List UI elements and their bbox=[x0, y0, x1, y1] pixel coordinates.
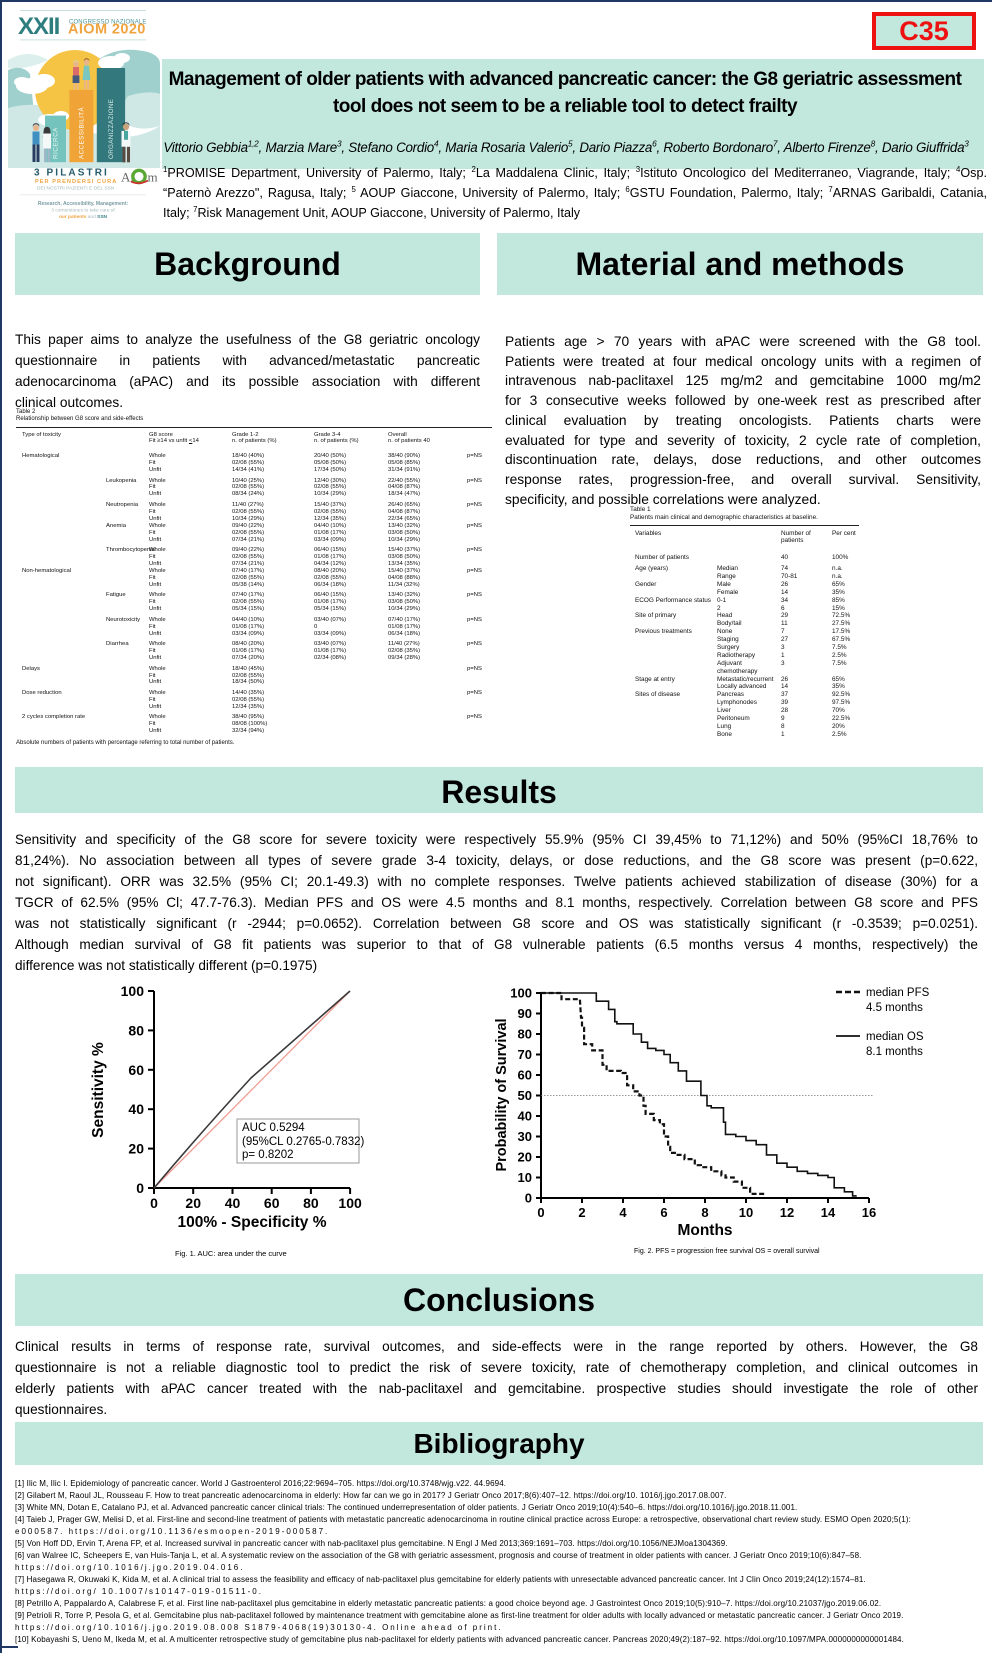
svg-text:3 PILASTRI: 3 PILASTRI bbox=[34, 168, 109, 179]
svg-text:m: m bbox=[148, 170, 158, 185]
svg-text:100: 100 bbox=[338, 1195, 362, 1211]
svg-text:80: 80 bbox=[128, 1022, 144, 1038]
svg-text:0: 0 bbox=[150, 1195, 158, 1211]
svg-text:CONGRESSO NAZIONALE: CONGRESSO NAZIONALE bbox=[69, 20, 147, 26]
svg-text:60: 60 bbox=[518, 1068, 532, 1083]
svg-text:our patients and SSN: our patients and SSN bbox=[59, 214, 108, 220]
svg-text:100: 100 bbox=[510, 986, 532, 1001]
svg-text:0: 0 bbox=[525, 1191, 532, 1206]
svg-text:AUC 0.5294: AUC 0.5294 bbox=[242, 1122, 305, 1134]
svg-text:70: 70 bbox=[518, 1047, 532, 1062]
svg-text:100% - Specificity %: 100% - Specificity % bbox=[177, 1214, 326, 1231]
svg-text:3 cornerstones to take care of: 3 cornerstones to take care of bbox=[51, 208, 115, 214]
svg-text:p= 0.8202: p= 0.8202 bbox=[242, 1149, 293, 1161]
svg-text:14: 14 bbox=[821, 1205, 836, 1220]
svg-text:20: 20 bbox=[128, 1141, 144, 1157]
svg-text:12: 12 bbox=[780, 1205, 794, 1220]
svg-text:2: 2 bbox=[578, 1205, 585, 1220]
svg-text:Probability of Survival: Probability of Survival bbox=[494, 1018, 510, 1171]
svg-text:6: 6 bbox=[660, 1205, 667, 1220]
svg-text:50: 50 bbox=[518, 1088, 532, 1103]
svg-text:Fig. 1. AUC: area under the cu: Fig. 1. AUC: area under the curve bbox=[175, 1249, 287, 1258]
svg-text:60: 60 bbox=[264, 1195, 280, 1211]
svg-text:60: 60 bbox=[128, 1062, 144, 1078]
svg-text:Research, Accessibility, Manag: Research, Accessibility, Management: bbox=[38, 201, 129, 207]
svg-text:10: 10 bbox=[739, 1205, 753, 1220]
svg-text:40: 40 bbox=[225, 1195, 241, 1211]
svg-text:(95%CL 0.2765-0.7832): (95%CL 0.2765-0.7832) bbox=[242, 1136, 364, 1148]
svg-text:30: 30 bbox=[518, 1129, 532, 1144]
svg-text:PER PRENDERSI CURA: PER PRENDERSI CURA bbox=[35, 179, 117, 185]
svg-text:median OS: median OS bbox=[866, 1031, 924, 1043]
svg-text:Fig. 2. PFS = progression fr: Fig. 2. PFS = progression free survival … bbox=[634, 1248, 820, 1255]
svg-text:XXII: XXII bbox=[18, 13, 60, 40]
svg-text:Ai: Ai bbox=[121, 170, 134, 185]
svg-text:40: 40 bbox=[128, 1101, 144, 1117]
svg-text:4: 4 bbox=[619, 1205, 627, 1220]
svg-text:RICERCA: RICERCA bbox=[53, 127, 60, 159]
svg-text:10: 10 bbox=[518, 1170, 532, 1185]
svg-text:20: 20 bbox=[185, 1195, 201, 1211]
svg-text:8.1 months: 8.1 months bbox=[866, 1046, 923, 1058]
svg-text:Sensitivity %: Sensitivity % bbox=[90, 1042, 107, 1138]
svg-text:80: 80 bbox=[518, 1027, 532, 1042]
svg-text:90: 90 bbox=[518, 1006, 532, 1021]
svg-text:20: 20 bbox=[518, 1150, 532, 1165]
svg-text:0: 0 bbox=[537, 1205, 544, 1220]
svg-text:40: 40 bbox=[518, 1109, 532, 1124]
svg-text:100: 100 bbox=[121, 983, 145, 999]
svg-text:DEI NOSTRI PAZIENTI E DEL SSN: DEI NOSTRI PAZIENTI E DEL SSN bbox=[37, 186, 114, 191]
svg-text:median PFS: median PFS bbox=[866, 987, 930, 999]
svg-text:Months: Months bbox=[677, 1222, 732, 1239]
svg-text:80: 80 bbox=[303, 1195, 319, 1211]
svg-text:8: 8 bbox=[701, 1205, 708, 1220]
svg-text:ORGANIZZAZIONE: ORGANIZZAZIONE bbox=[108, 99, 115, 159]
svg-text:16: 16 bbox=[862, 1205, 876, 1220]
svg-text:AIOM 2020: AIOM 2020 bbox=[68, 22, 146, 38]
svg-text:ACCESSIBILITÀ: ACCESSIBILITÀ bbox=[77, 107, 86, 159]
svg-text:0: 0 bbox=[136, 1180, 144, 1196]
svg-text:4.5 months: 4.5 months bbox=[866, 1002, 923, 1014]
